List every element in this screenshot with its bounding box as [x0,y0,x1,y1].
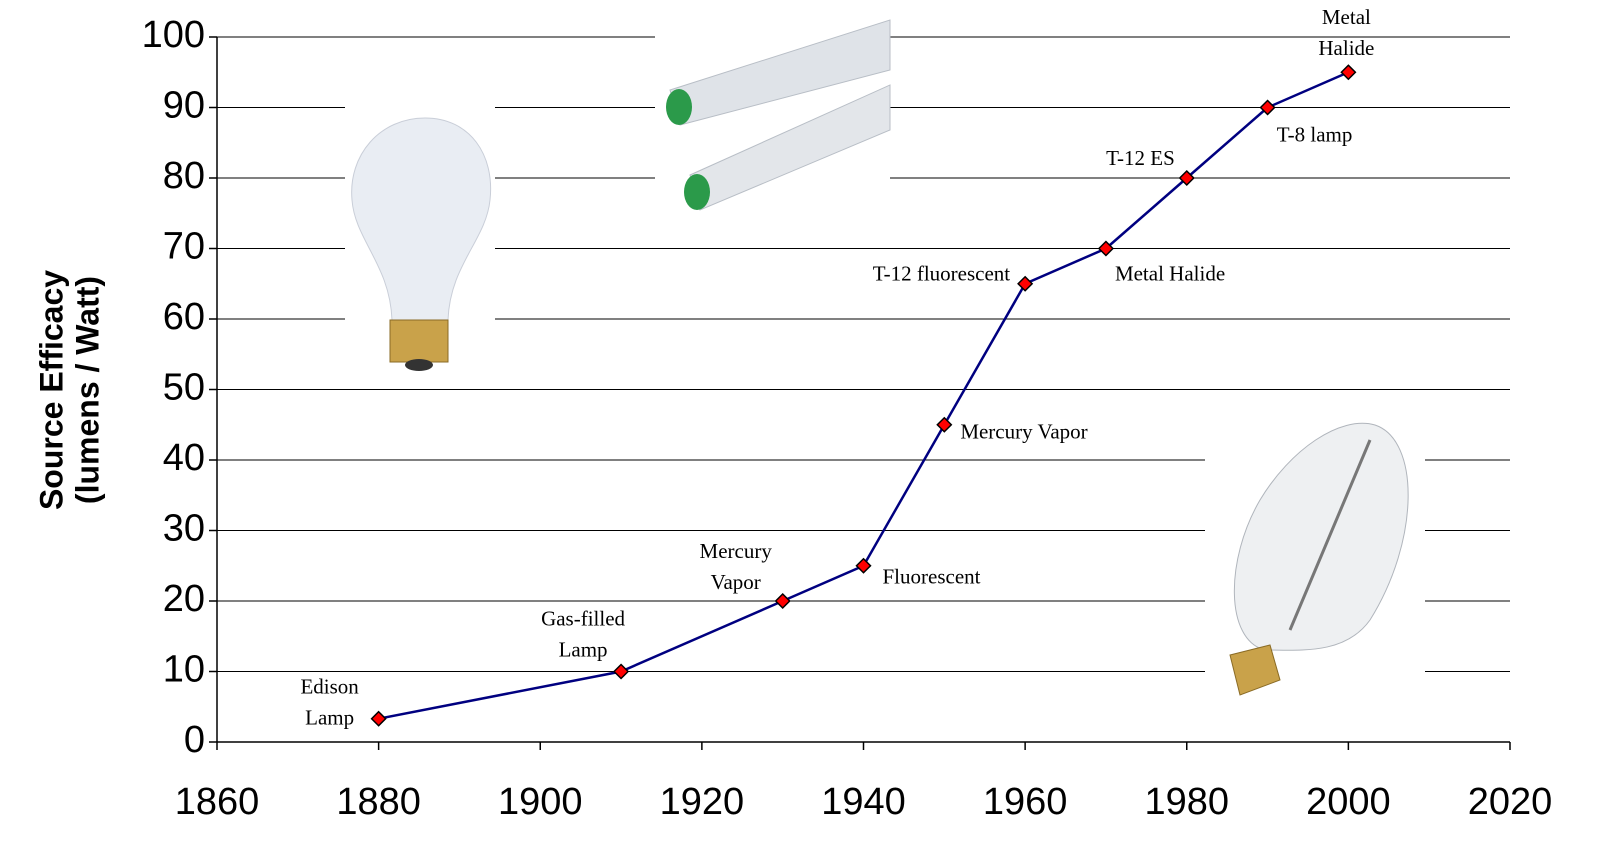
halide-base [1229,644,1281,696]
y-tick-label: 50 [163,367,205,409]
y-tick-label: 20 [163,578,205,620]
y-tick-label: 80 [163,155,205,197]
point-marker [370,710,387,727]
y-axis-title-line: Source Efficacy [33,270,69,510]
x-tick-label: 1920 [660,781,745,823]
tube-cap [684,174,710,210]
bulb-base [389,319,449,363]
y-tick-label: 90 [163,85,205,127]
y-axis-title: Source Efficacy (lumens / Watt) [33,270,105,510]
lamp-pictures [345,10,1425,710]
point-label: Mercury Vapor [960,420,1087,444]
point-marker [1097,240,1115,257]
point-label: Vapor [711,570,761,594]
point-label: Metal Halide [1115,261,1225,285]
y-axis-title-line: (lumens / Watt) [69,276,105,504]
point-marker [936,416,953,433]
point-marker [1340,64,1357,81]
point-label: Edison [300,675,359,699]
grid [209,36,1511,750]
y-tick-label: 70 [163,226,205,268]
point-label: T-12 ES [1106,146,1175,170]
x-tick-label: 1860 [175,781,260,823]
plot: Source Efficacy (lumens / Watt) 0 10 20 30 4… [33,5,1552,823]
x-tick-label: 1980 [1144,781,1229,823]
point-label: Lamp [305,706,354,730]
x-tick-label: 2000 [1306,781,1391,823]
point-label: Lamp [559,637,608,661]
x-tick-label: 1960 [983,781,1068,823]
point-label: T-8 lamp [1277,122,1353,146]
point-marker [613,663,630,680]
point-label: Gas-filled [541,606,625,630]
point-marker [855,557,872,574]
x-tick-label: 1880 [336,781,421,823]
point-label: Fluorescent [883,565,981,589]
x-tick-label: 1900 [498,781,583,823]
point-marker [1178,169,1195,187]
x-tick-label: 2020 [1468,781,1553,823]
y-tick-label: 10 [163,649,205,691]
point-label: Mercury [700,539,773,563]
y-tick-label: 30 [163,508,205,550]
series-line [378,71,1349,720]
x-tick-label: 1940 [821,781,906,823]
halide-stem [1288,439,1372,631]
point-label: Metal [1322,5,1371,29]
y-tick-label: 40 [163,437,205,479]
point-marker [1259,99,1276,116]
point-marker [774,592,791,610]
point-marker [1017,275,1034,292]
tube-cap [666,89,692,125]
y-tick-label: 0 [184,719,205,761]
bulb-tip [405,359,433,371]
y-tick-label: 100 [142,14,205,56]
y-tick-label: 60 [163,296,205,338]
point-label: T-12 fluorescent [873,262,1011,286]
point-label: Halide [1318,36,1374,60]
